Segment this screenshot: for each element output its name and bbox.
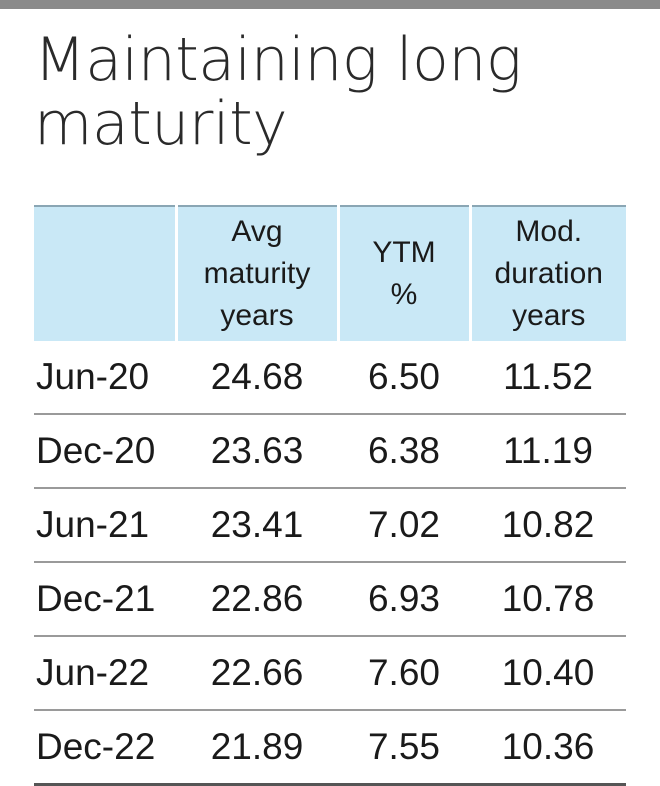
header-row: Avg maturity years YTM % Mod. duration y… — [34, 206, 626, 341]
table-row: Jun-22 22.66 7.60 10.40 — [34, 636, 626, 711]
cell-avg-maturity: 23.41 — [176, 488, 338, 563]
table-row: Jun-20 24.68 6.50 11.52 — [34, 341, 626, 415]
header-line: duration — [494, 257, 603, 290]
cell-avg-maturity: 22.86 — [176, 562, 338, 637]
row-label: Dec-21 — [34, 562, 176, 637]
cell-mod-duration: 11.52 — [470, 341, 626, 415]
row-label: Dec-20 — [34, 414, 176, 489]
row-label: Jun-21 — [34, 488, 176, 563]
header-line: YTM — [372, 236, 436, 269]
cell-ytm: 7.02 — [338, 488, 470, 563]
cell-avg-maturity: 22.66 — [176, 636, 338, 711]
header-line: Mod. — [515, 215, 583, 248]
header-cell-avg-maturity: Avg maturity years — [174, 206, 338, 341]
cell-avg-maturity: 24.68 — [176, 341, 338, 415]
header-line: maturity — [203, 257, 311, 290]
header-cell-ytm: YTM % — [336, 206, 470, 341]
chart-title: Maintaining long maturity — [34, 25, 522, 159]
cell-mod-duration: 10.40 — [470, 636, 626, 711]
header-line: Avg — [231, 215, 283, 248]
cell-ytm: 6.38 — [338, 414, 470, 489]
row-label: Dec-22 — [34, 710, 176, 786]
cell-avg-maturity: 23.63 — [176, 414, 338, 489]
table-row: Dec-20 23.63 6.38 11.19 — [34, 414, 626, 489]
header-cell-mod-duration: Mod. duration years — [468, 206, 626, 341]
cell-avg-maturity: 21.89 — [176, 710, 338, 786]
cell-mod-duration: 11.19 — [470, 414, 626, 489]
header-line: % — [390, 278, 418, 311]
table-row: Jun-21 23.41 7.02 10.82 — [34, 488, 626, 563]
row-label: Jun-22 — [34, 636, 176, 711]
row-label: Jun-20 — [34, 341, 176, 415]
data-table-wrapper: Avg maturity years YTM % Mod. duration y… — [34, 205, 626, 786]
cell-mod-duration: 10.36 — [470, 710, 626, 786]
cell-ytm: 7.55 — [338, 710, 470, 786]
cell-ytm: 6.93 — [338, 562, 470, 637]
cell-ytm: 6.50 — [338, 341, 470, 415]
cell-mod-duration: 10.82 — [470, 488, 626, 563]
header-cell-period — [34, 206, 176, 341]
header-line: years — [220, 299, 294, 332]
cell-ytm: 7.60 — [338, 636, 470, 711]
data-table: Avg maturity years YTM % Mod. duration y… — [34, 205, 626, 786]
header-line: years — [512, 299, 586, 332]
cell-mod-duration: 10.78 — [470, 562, 626, 637]
table-row: Dec-21 22.86 6.93 10.78 — [34, 562, 626, 637]
top-bar — [0, 0, 660, 9]
table-row: Dec-22 21.89 7.55 10.36 — [34, 710, 626, 786]
